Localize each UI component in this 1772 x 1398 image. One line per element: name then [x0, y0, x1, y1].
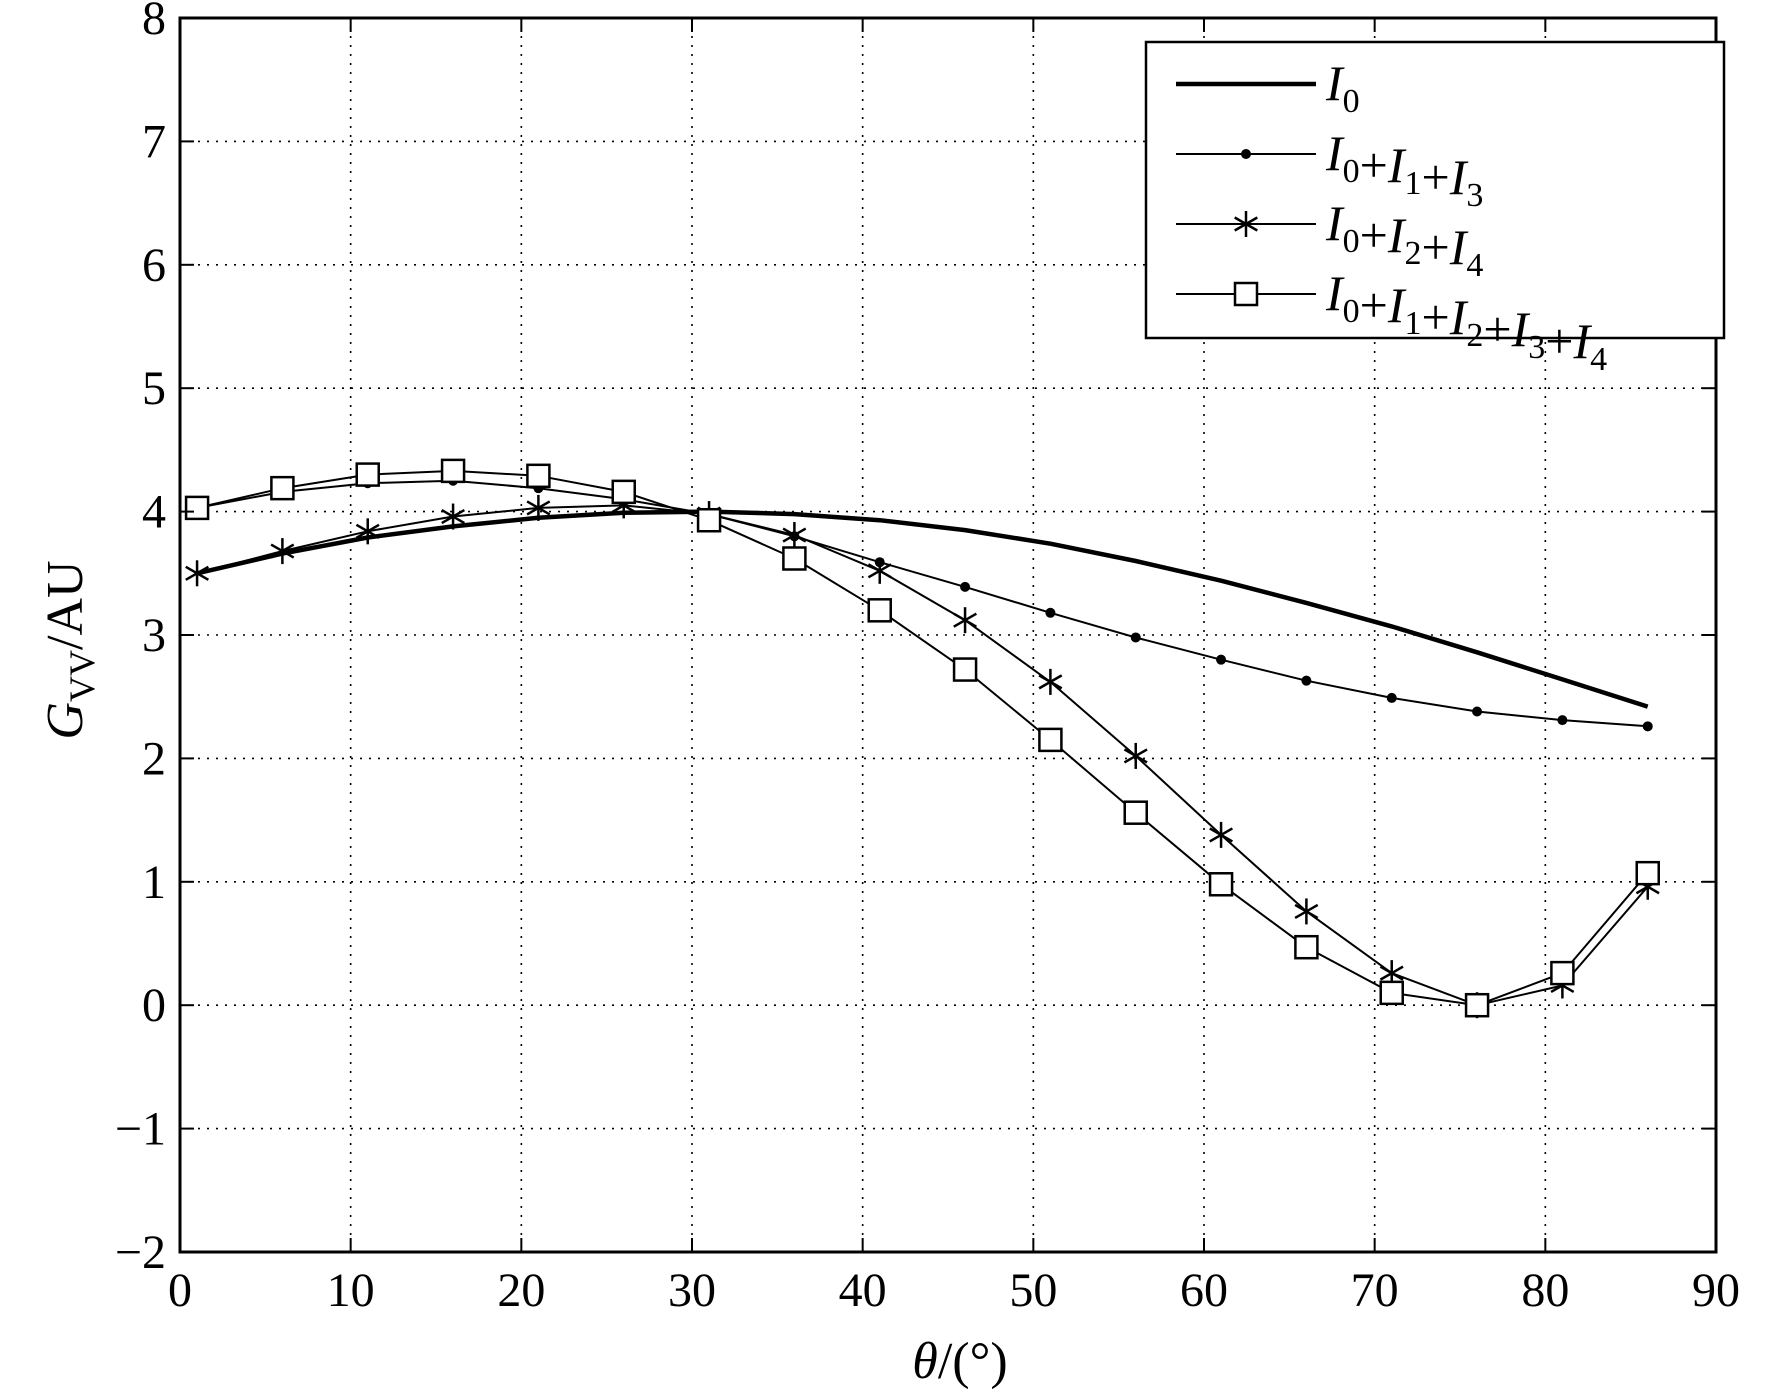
y-tick-label: 7 [142, 115, 166, 168]
y-tick-label: 3 [142, 609, 166, 662]
data-point [270, 475, 295, 501]
data-point [1294, 898, 1319, 925]
legend-entry: I0+I1+I2+I3+I4 [1176, 265, 1607, 378]
data-point [867, 557, 892, 584]
data-point [1045, 607, 1056, 618]
x-tick-label: 10 [327, 1264, 375, 1317]
series-line [196, 504, 1649, 1007]
legend-label: I0+I2+I4 [1325, 195, 1483, 284]
axis-ticks: 0 10 20 30 40 50 60 70 80 90 −2 −1 0 1 2 3 4 5 6 7 8 [115, 0, 1740, 1317]
data-point [1379, 980, 1404, 1006]
y-tick-label: 1 [142, 856, 166, 909]
x-tick-label: 30 [668, 1264, 716, 1317]
data-point [185, 560, 209, 587]
data-point [440, 458, 466, 484]
y-tick-label: 4 [142, 486, 166, 539]
x-tick-label: 60 [1180, 1264, 1228, 1317]
data-point [1301, 675, 1312, 686]
y-tick-label: 5 [142, 362, 166, 415]
data-point [270, 538, 295, 565]
y-axis-label: GVV/AU [37, 560, 102, 739]
data-point [1123, 800, 1148, 825]
legend-label: I0+I1+I3 [1325, 125, 1483, 214]
x-axis-label: θ/(°) [912, 1333, 1007, 1390]
y-tick-label: 8 [142, 0, 166, 45]
data-point [1550, 960, 1575, 986]
x-tick-label: 0 [168, 1264, 192, 1317]
x-tick-label: 70 [1351, 1264, 1399, 1317]
x-tick-label: 80 [1521, 1264, 1569, 1317]
data-point [1208, 872, 1234, 897]
legend-marker [1234, 211, 1258, 237]
data-point [1038, 727, 1063, 753]
series-3 [185, 492, 1660, 1019]
y-tick-label: 6 [142, 239, 166, 292]
series-line [196, 469, 1649, 1007]
legend-entry: I0+I1+I3 [1176, 125, 1483, 214]
y-tick-label: 2 [142, 732, 166, 785]
data-point [1130, 632, 1141, 643]
data-point [782, 546, 807, 571]
series-4 [184, 458, 1660, 1018]
legend-label: I0 [1325, 55, 1360, 120]
x-tick-label: 50 [1009, 1264, 1057, 1317]
data-point [1209, 821, 1233, 848]
data-point [611, 479, 636, 505]
data-point [355, 462, 380, 487]
series-line [196, 509, 1649, 709]
data-point [1386, 692, 1397, 703]
legend-marker [1241, 149, 1251, 159]
x-tick-label: 20 [497, 1264, 545, 1317]
data-point [526, 463, 551, 489]
legend-entry: I0+I2+I4 [1176, 195, 1483, 284]
data-point [355, 518, 380, 545]
data-point [1642, 721, 1653, 732]
series-line [196, 479, 1648, 728]
data-point [184, 495, 210, 521]
legend-entry: I0 [1176, 55, 1360, 120]
legend-marker [1233, 281, 1259, 307]
data-point [1472, 706, 1483, 717]
y-tick-label: 0 [142, 979, 166, 1032]
y-tick-label: −1 [115, 1103, 166, 1156]
data-point [1464, 992, 1490, 1018]
data-point [1294, 934, 1319, 960]
data-point [1635, 860, 1660, 886]
data-point [1216, 654, 1227, 665]
data-point [441, 503, 465, 530]
data-point [1123, 742, 1148, 769]
series-1 [196, 509, 1649, 709]
data-point [782, 522, 807, 549]
data-point [960, 581, 971, 592]
data-point [1038, 668, 1063, 695]
data-point [1557, 715, 1568, 726]
data-point [867, 598, 892, 623]
data-point [526, 494, 551, 521]
legend-label: I0+I1+I2+I3+I4 [1325, 265, 1607, 378]
data-point [953, 607, 977, 634]
plot-series [184, 458, 1660, 1019]
y-tick-label: −2 [115, 1226, 166, 1279]
x-tick-label: 40 [839, 1264, 887, 1317]
data-point [952, 657, 978, 682]
data-point [696, 507, 722, 533]
x-tick-label: 90 [1692, 1264, 1740, 1317]
